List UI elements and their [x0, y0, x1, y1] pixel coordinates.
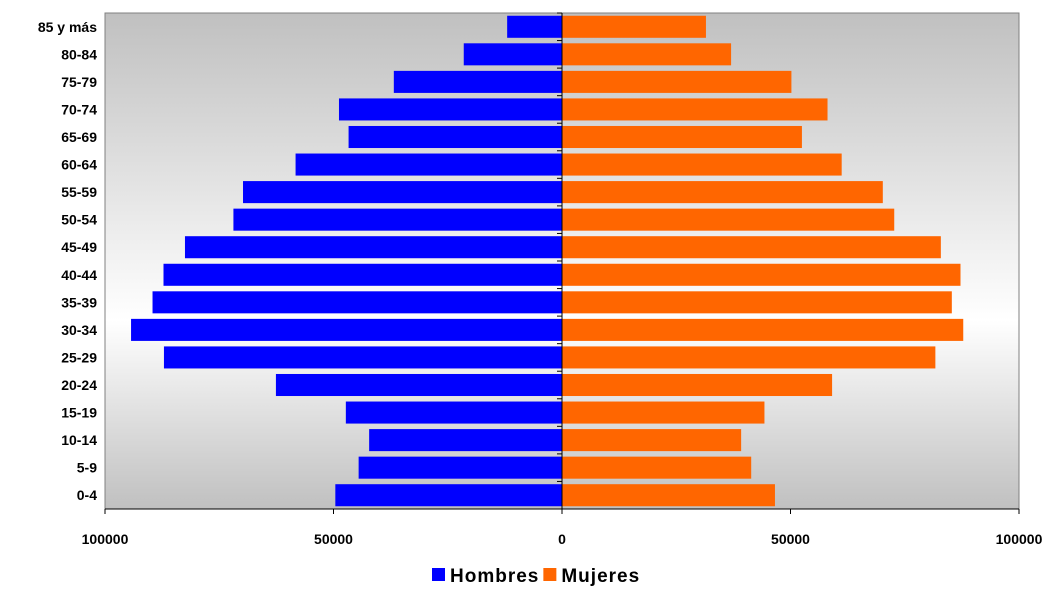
x-tick-label-4: 100000 — [996, 531, 1043, 547]
bar-mujeres-16 — [562, 456, 752, 479]
category-label-5: 60-64 — [61, 157, 97, 173]
x-tick-label-3: 50000 — [771, 531, 810, 547]
bar-mujeres-0 — [562, 15, 706, 38]
bar-hombres-9 — [163, 263, 562, 286]
bar-hombres-15 — [369, 429, 562, 452]
category-label-4: 65-69 — [61, 129, 97, 145]
bar-hombres-7 — [233, 208, 563, 231]
category-label-2: 75-79 — [61, 74, 97, 90]
category-label-15: 10-14 — [61, 432, 97, 448]
bar-mujeres-12 — [562, 346, 936, 369]
category-label-12: 25-29 — [61, 349, 97, 365]
category-label-11: 30-34 — [61, 322, 97, 338]
bar-mujeres-2 — [562, 70, 792, 93]
category-label-9: 40-44 — [61, 267, 97, 283]
category-label-3: 70-74 — [61, 101, 97, 117]
category-label-6: 55-59 — [61, 184, 97, 200]
bar-hombres-8 — [184, 236, 562, 259]
x-tick-label-0: 100000 — [82, 531, 129, 547]
bar-mujeres-10 — [562, 291, 952, 314]
x-tick-labels: 100000 50000 0 50000 100000 — [82, 531, 1043, 547]
legend-label-hombres: Hombres — [450, 566, 539, 587]
bar-hombres-0 — [507, 15, 562, 38]
legend-swatch-mujeres — [543, 568, 557, 581]
category-label-1: 80-84 — [61, 46, 97, 62]
category-labels: 85 y más 80-84 75-79 70-74 65-69 60-64 55-59 50… — [38, 19, 97, 503]
bar-mujeres-3 — [562, 98, 828, 121]
bar-hombres-5 — [295, 153, 562, 176]
bar-hombres-10 — [152, 291, 562, 314]
bar-mujeres-11 — [562, 318, 964, 341]
bar-mujeres-5 — [562, 153, 842, 176]
bar-hombres-17 — [335, 484, 562, 507]
category-label-7: 50-54 — [61, 212, 97, 228]
bar-mujeres-9 — [562, 263, 961, 286]
bar-hombres-3 — [338, 98, 562, 121]
bar-hombres-4 — [348, 125, 562, 149]
bar-mujeres-6 — [562, 181, 883, 204]
legend-label-mujeres: Mujeres — [561, 566, 640, 587]
category-label-17: 0-4 — [77, 487, 97, 503]
bar-mujeres-4 — [562, 125, 802, 149]
axes-layer — [104, 12, 1020, 514]
bar-hombres-11 — [131, 318, 563, 341]
x-tick-label-2: 0 — [558, 531, 566, 547]
bar-mujeres-1 — [562, 43, 732, 66]
bar-hombres-13 — [275, 373, 562, 397]
bar-hombres-2 — [393, 70, 562, 93]
bar-hombres-16 — [358, 456, 562, 479]
category-label-16: 5-9 — [77, 460, 97, 476]
bar-hombres-1 — [463, 43, 562, 66]
bar-hombres-6 — [243, 181, 562, 204]
category-label-13: 20-24 — [61, 377, 97, 393]
category-label-10: 35-39 — [61, 294, 97, 310]
legend: Hombres Mujeres — [432, 566, 640, 587]
bar-hombres-14 — [345, 401, 562, 424]
category-label-14: 15-19 — [61, 405, 97, 421]
category-label-8: 45-49 — [61, 239, 97, 255]
bar-mujeres-15 — [562, 429, 742, 452]
bar-mujeres-17 — [562, 484, 775, 507]
bar-mujeres-14 — [562, 401, 765, 424]
legend-swatch-hombres — [432, 568, 445, 581]
bar-hombres-12 — [163, 346, 562, 369]
bar-mujeres-7 — [562, 208, 895, 231]
bars-layer — [131, 15, 964, 507]
x-tick-label-1: 50000 — [314, 531, 353, 547]
bar-mujeres-13 — [562, 373, 833, 397]
category-label-0: 85 y más — [38, 19, 97, 35]
bar-mujeres-8 — [562, 236, 941, 259]
